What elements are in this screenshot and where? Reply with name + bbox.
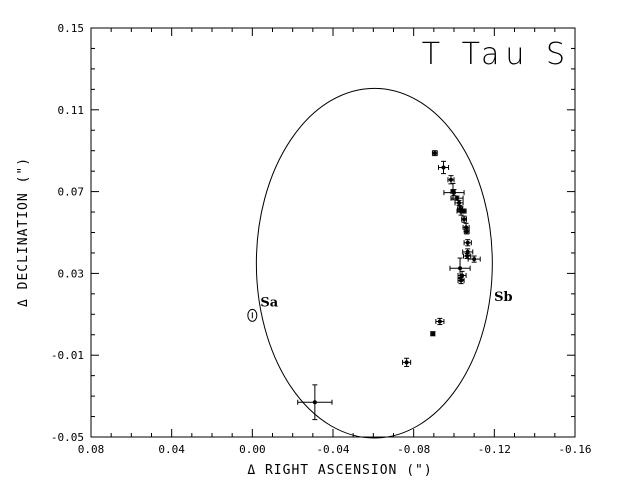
data-point-marker: [460, 273, 465, 278]
data-point: [435, 317, 445, 326]
primary-star-layer: Sa: [247, 295, 279, 322]
data-point-marker: [464, 229, 469, 234]
y-tick-label: 0.07: [58, 186, 85, 199]
data-point: [454, 199, 464, 206]
data-point: [443, 189, 465, 197]
y-tick-label: -0.01: [51, 349, 84, 362]
data-point: [459, 208, 467, 214]
data-point: [462, 253, 472, 259]
data-point: [297, 384, 333, 421]
data-point-marker: [461, 209, 466, 214]
data-point: [457, 276, 465, 285]
y-tick-label: 0.15: [58, 22, 85, 35]
data-point: [463, 228, 470, 235]
data-point-marker: [404, 360, 409, 365]
orbit-ellipse: [255, 87, 493, 439]
y-tick-label: 0.03: [58, 267, 85, 280]
data-point: [430, 331, 436, 337]
x-axis-title: Δ RIGHT ASCENSION ("): [247, 463, 432, 478]
x-tick-label: 0.08: [78, 443, 105, 456]
secondary-star-label: Sb: [494, 290, 512, 305]
data-point-marker: [432, 151, 437, 156]
y-tick-label: 0.11: [58, 104, 85, 117]
data-point-marker: [430, 331, 435, 336]
data-point: [437, 160, 450, 175]
data-point-marker: [448, 177, 453, 182]
data-point: [431, 150, 438, 157]
data-point: [467, 255, 481, 263]
y-axis-title: Δ DECLINATION ("): [16, 157, 31, 307]
chart-title: T Tau S: [422, 37, 571, 72]
plot-area: 0.08 0.04 0.00 -0.04 -0.08 -0.12 -0.16 -0.05 -0.…: [51, 22, 592, 456]
data-point-marker: [465, 249, 470, 254]
data-point-marker: [312, 400, 317, 405]
primary-star-marker: [247, 308, 258, 322]
data-point-marker: [437, 319, 442, 324]
data-point-marker: [462, 217, 467, 222]
data-point-marker: [457, 200, 462, 205]
tick-layer: 0.08 0.04 0.00 -0.04 -0.08 -0.12 -0.16 -0.05 -0.…: [51, 22, 592, 456]
data-point: [450, 195, 464, 201]
data-point-marker: [458, 266, 463, 271]
x-tick-label: 0.04: [158, 443, 185, 456]
data-point: [463, 239, 472, 247]
x-tick-label: -0.08: [397, 443, 430, 456]
y-tick-label: -0.05: [51, 431, 84, 444]
data-point-marker: [472, 257, 477, 262]
data-points-layer: [297, 150, 481, 421]
data-point-marker: [452, 190, 456, 195]
data-point: [402, 357, 412, 367]
data-point-marker: [464, 225, 469, 230]
primary-star-label: Sa: [260, 295, 278, 310]
data-point-marker: [455, 196, 460, 201]
x-tick-label: -0.04: [316, 443, 349, 456]
data-point-marker: [441, 165, 446, 170]
data-point: [461, 215, 468, 223]
x-tick-label: -0.16: [558, 443, 591, 456]
orbit-layer: [255, 87, 493, 439]
x-tick-label: 0.00: [239, 443, 266, 456]
data-point-marker: [465, 240, 470, 245]
x-tick-label: -0.12: [478, 443, 511, 456]
data-point-marker: [459, 278, 464, 283]
